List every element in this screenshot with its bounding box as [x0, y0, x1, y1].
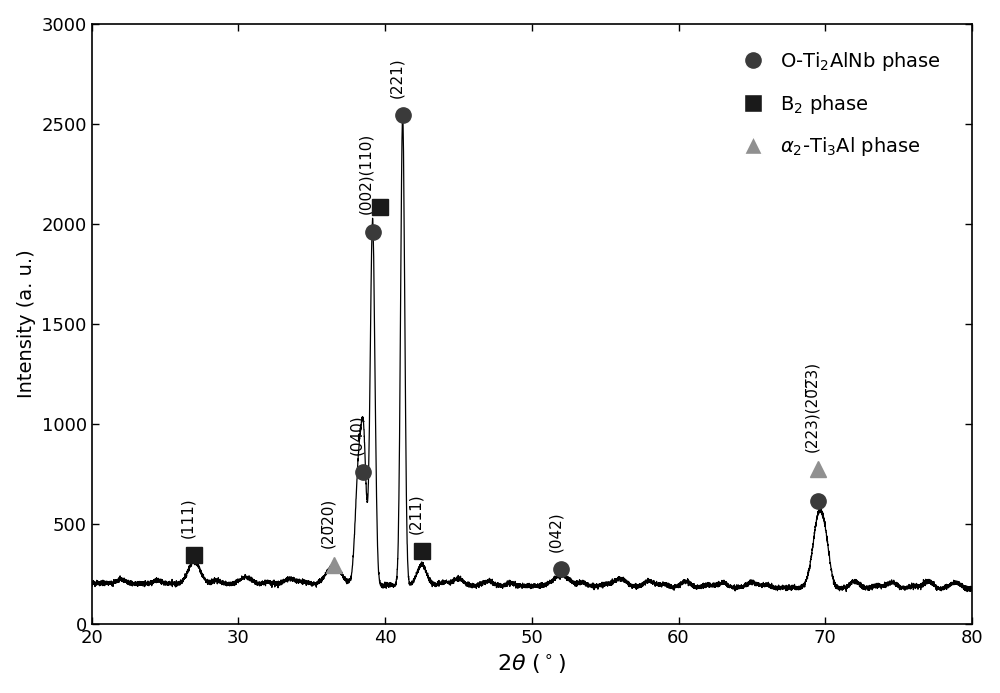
Text: (111): (111) — [180, 498, 195, 538]
Legend: O-Ti$_2$AlNb phase, B$_2$ phase, $\alpha_2$-Ti$_3$Al phase: O-Ti$_2$AlNb phase, B$_2$ phase, $\alpha… — [734, 42, 949, 166]
Text: (20̅20): (20̅20) — [320, 498, 335, 548]
Y-axis label: Intensity (a. u.): Intensity (a. u.) — [17, 249, 36, 398]
Text: (223)(20̅2̅3): (223)(20̅2̅3) — [805, 361, 820, 452]
Text: (042): (042) — [548, 511, 563, 552]
Text: (040): (040) — [350, 414, 365, 455]
Text: (211): (211) — [408, 493, 423, 534]
Text: (002)(110): (002)(110) — [358, 132, 373, 214]
X-axis label: 2$\theta$ ($^\circ$): 2$\theta$ ($^\circ$) — [497, 653, 566, 676]
Text: (221): (221) — [389, 57, 404, 98]
